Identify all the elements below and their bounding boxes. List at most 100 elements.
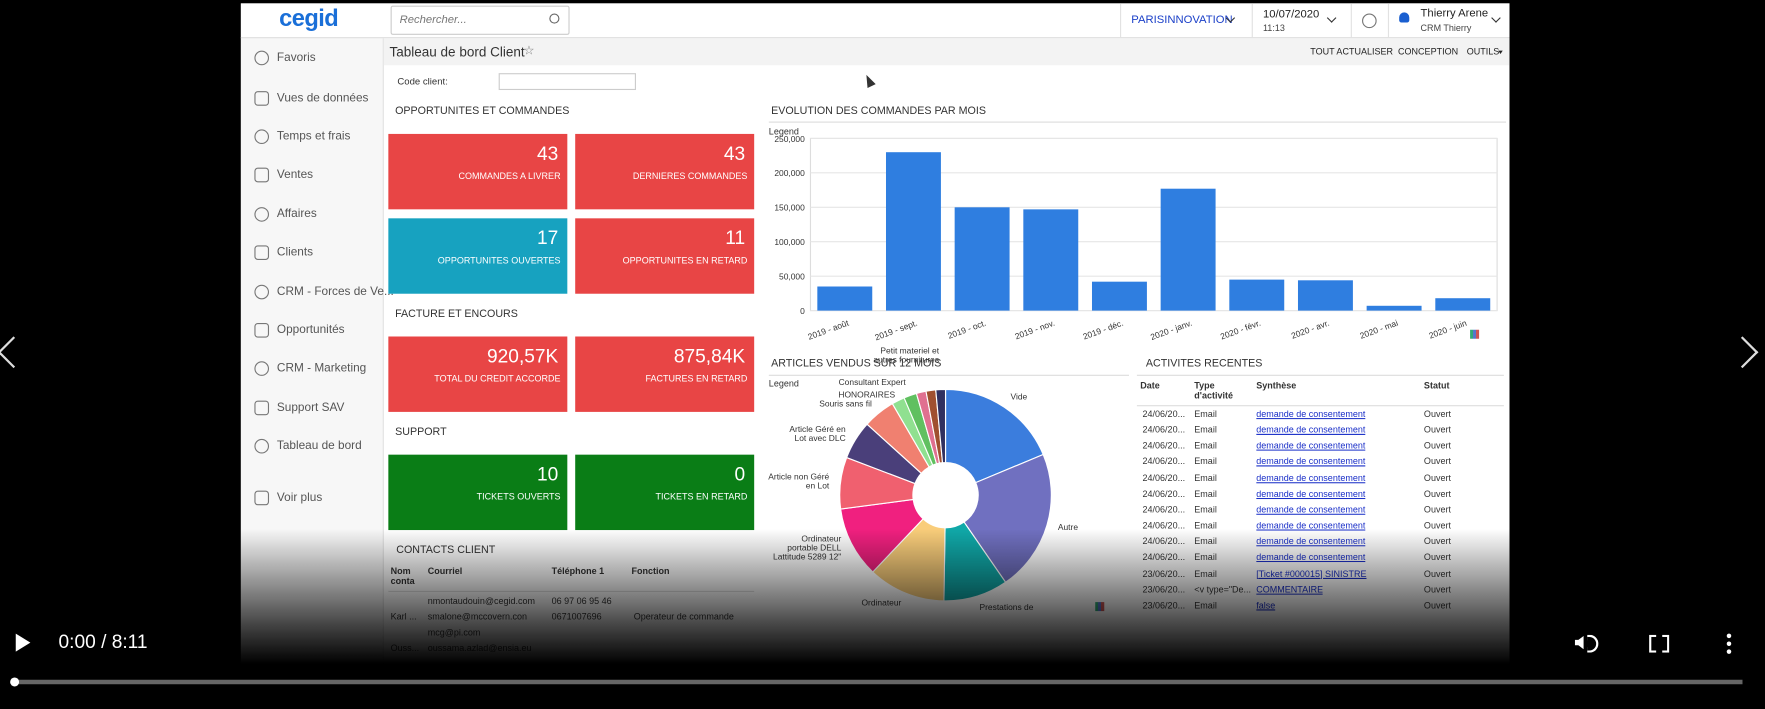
kpi-value: 43 <box>537 142 559 165</box>
kpi-tile[interactable]: 17 OPPORTUNITES OUVERTES <box>388 218 568 294</box>
header-divider <box>1387 3 1390 38</box>
favorite-star[interactable]: ☆ <box>523 44 535 58</box>
column-header: Type d'activité <box>1194 380 1233 401</box>
kpi-value: 43 <box>723 142 746 165</box>
section-title: FACTURE ET ENCOURS <box>395 307 518 321</box>
next-chevron[interactable] <box>1726 336 1759 369</box>
progress-handle[interactable] <box>10 677 20 687</box>
kpi-tile[interactable]: 43 DERNIERES COMMANDES <box>575 133 755 210</box>
pie-label: Autre <box>1057 522 1079 533</box>
nav-item[interactable]: Tableau de bord <box>276 438 362 453</box>
table-cell: 24/06/20... <box>1142 504 1186 515</box>
section-title: SUPPORT <box>395 425 447 439</box>
nav-item[interactable]: CRM - Marketing <box>276 361 367 375</box>
x-tick-label: 2020 - mai <box>1358 318 1399 341</box>
kpi-label: OPPORTUNITES EN RETARD <box>622 255 748 266</box>
activity-link[interactable]: demande de consentement <box>1256 488 1366 499</box>
activity-link[interactable]: demande de consentement <box>1256 409 1366 420</box>
nav-icon <box>254 361 270 376</box>
kpi-label: TICKETS EN RETARD <box>655 491 748 502</box>
toolbar-action[interactable]: OUTILS <box>1466 46 1500 57</box>
table-rule <box>1136 374 1504 376</box>
prev-chevron[interactable] <box>0 336 30 369</box>
table-cell: 24/06/20... <box>1142 520 1186 531</box>
pie-label: Vide <box>1010 392 1028 403</box>
pie-label: Souris sans fil <box>819 398 872 409</box>
nav-item[interactable]: Support SAV <box>276 400 345 415</box>
nav-icon <box>254 91 270 106</box>
nav-item[interactable]: Ventes <box>276 167 314 182</box>
nav-item[interactable]: Temps et frais <box>276 129 351 143</box>
menu-dot[interactable] <box>1726 633 1732 639</box>
date[interactable]: 10/07/2020 <box>1262 8 1320 21</box>
x-tick-label: 2019 - oct. <box>946 318 987 341</box>
kpi-value: 875,84K <box>673 345 746 367</box>
logo: cegid <box>279 5 339 32</box>
table-cell: 24/06/20... <box>1142 472 1186 483</box>
nav-item[interactable]: Vues de données <box>276 91 369 105</box>
kpi-label: TICKETS OUVERTS <box>476 491 561 502</box>
table-cell: Ouvert <box>1423 456 1451 467</box>
toolbar-action[interactable]: CONCEPTION <box>1398 46 1459 57</box>
activity-link[interactable]: demande de consentement <box>1256 520 1366 531</box>
pie-label: Article Géré en Lot avec DLC <box>789 423 846 444</box>
nav-item[interactable]: CRM - Forces de Ve... <box>276 284 394 299</box>
bar <box>1091 281 1147 311</box>
bar <box>817 286 873 311</box>
x-tick-label: 2020 - janv. <box>1149 318 1193 342</box>
kpi-tile[interactable]: 875,84K FACTURES EN RETARD <box>575 336 755 412</box>
x-tick-label: 2020 - juin <box>1428 318 1469 341</box>
activity-link[interactable]: demande de consentement <box>1256 504 1366 515</box>
activity-link[interactable]: demande de consentement <box>1256 424 1366 436</box>
kpi-tile[interactable]: 11 OPPORTUNITES EN RETARD <box>575 218 755 294</box>
bar <box>1023 209 1079 311</box>
y-tick-label: 200,000 <box>774 168 805 178</box>
kpi-tile[interactable]: 920,57K TOTAL DU CREDIT ACCORDE <box>388 336 568 412</box>
kpi-label: COMMANDES A LIVRER <box>458 171 561 182</box>
table-cell: Email <box>1194 504 1217 515</box>
nav-icon <box>254 438 270 454</box>
toolbar-action[interactable]: TOUT ACTUALISER <box>1310 46 1393 57</box>
filter-input[interactable] <box>498 73 636 91</box>
table-cell: Ouvert <box>1423 504 1451 515</box>
activity-link[interactable]: demande de consentement <box>1256 440 1366 452</box>
activity-link[interactable]: demande de consentement <box>1256 456 1366 467</box>
title-bar <box>383 38 1510 66</box>
nav-icon <box>254 284 270 300</box>
table-cell: 24/06/20... <box>1142 488 1186 499</box>
search-box[interactable]: Rechercher... <box>390 5 570 35</box>
menu-dot[interactable] <box>1726 649 1732 654</box>
nav-item[interactable]: Affaires <box>276 207 317 221</box>
table-cell: Ouvert <box>1423 440 1451 452</box>
table-cell: Ouvert <box>1423 472 1451 483</box>
nav-icon <box>254 50 270 66</box>
kpi-tile[interactable]: 0 TICKETS EN RETARD <box>575 454 755 531</box>
user-role: CRM Thierry <box>1420 23 1472 34</box>
help-icon[interactable] <box>1362 13 1377 29</box>
play-button[interactable] <box>15 633 31 652</box>
table-cell: 24/06/20... <box>1142 440 1186 452</box>
legend-title: Legend <box>768 378 799 389</box>
x-tick-label: 2019 - nov. <box>1013 318 1056 342</box>
kpi-tile[interactable]: 10 TICKETS OUVERTS <box>388 454 568 531</box>
company[interactable]: PARISINNOVATION <box>1131 14 1233 27</box>
search-placeholder: Rechercher... <box>399 14 467 27</box>
volume-button[interactable] <box>1574 635 1584 650</box>
menu-dot[interactable] <box>1726 641 1732 646</box>
nav-item[interactable]: Favoris <box>276 50 316 65</box>
user-icon <box>1399 12 1410 23</box>
filter-label: Code client: <box>397 75 448 87</box>
progress-track[interactable] <box>11 679 1743 685</box>
volume-wave <box>1587 634 1599 653</box>
activity-link[interactable]: demande de consentement <box>1256 472 1366 483</box>
kpi-tile[interactable]: 43 COMMANDES A LIVRER <box>388 133 568 210</box>
nav-item[interactable]: Opportunités <box>276 322 345 337</box>
nav-item[interactable]: Voir plus <box>276 490 323 505</box>
kpi-label: OPPORTUNITES OUVERTES <box>437 255 561 266</box>
bar <box>1435 298 1491 311</box>
legend-title: Legend <box>768 126 799 137</box>
kpi-value: 10 <box>537 463 559 486</box>
user-name[interactable]: Thierry Arene <box>1420 7 1489 20</box>
kpi-value: 17 <box>537 227 559 249</box>
nav-item[interactable]: Clients <box>276 245 314 259</box>
